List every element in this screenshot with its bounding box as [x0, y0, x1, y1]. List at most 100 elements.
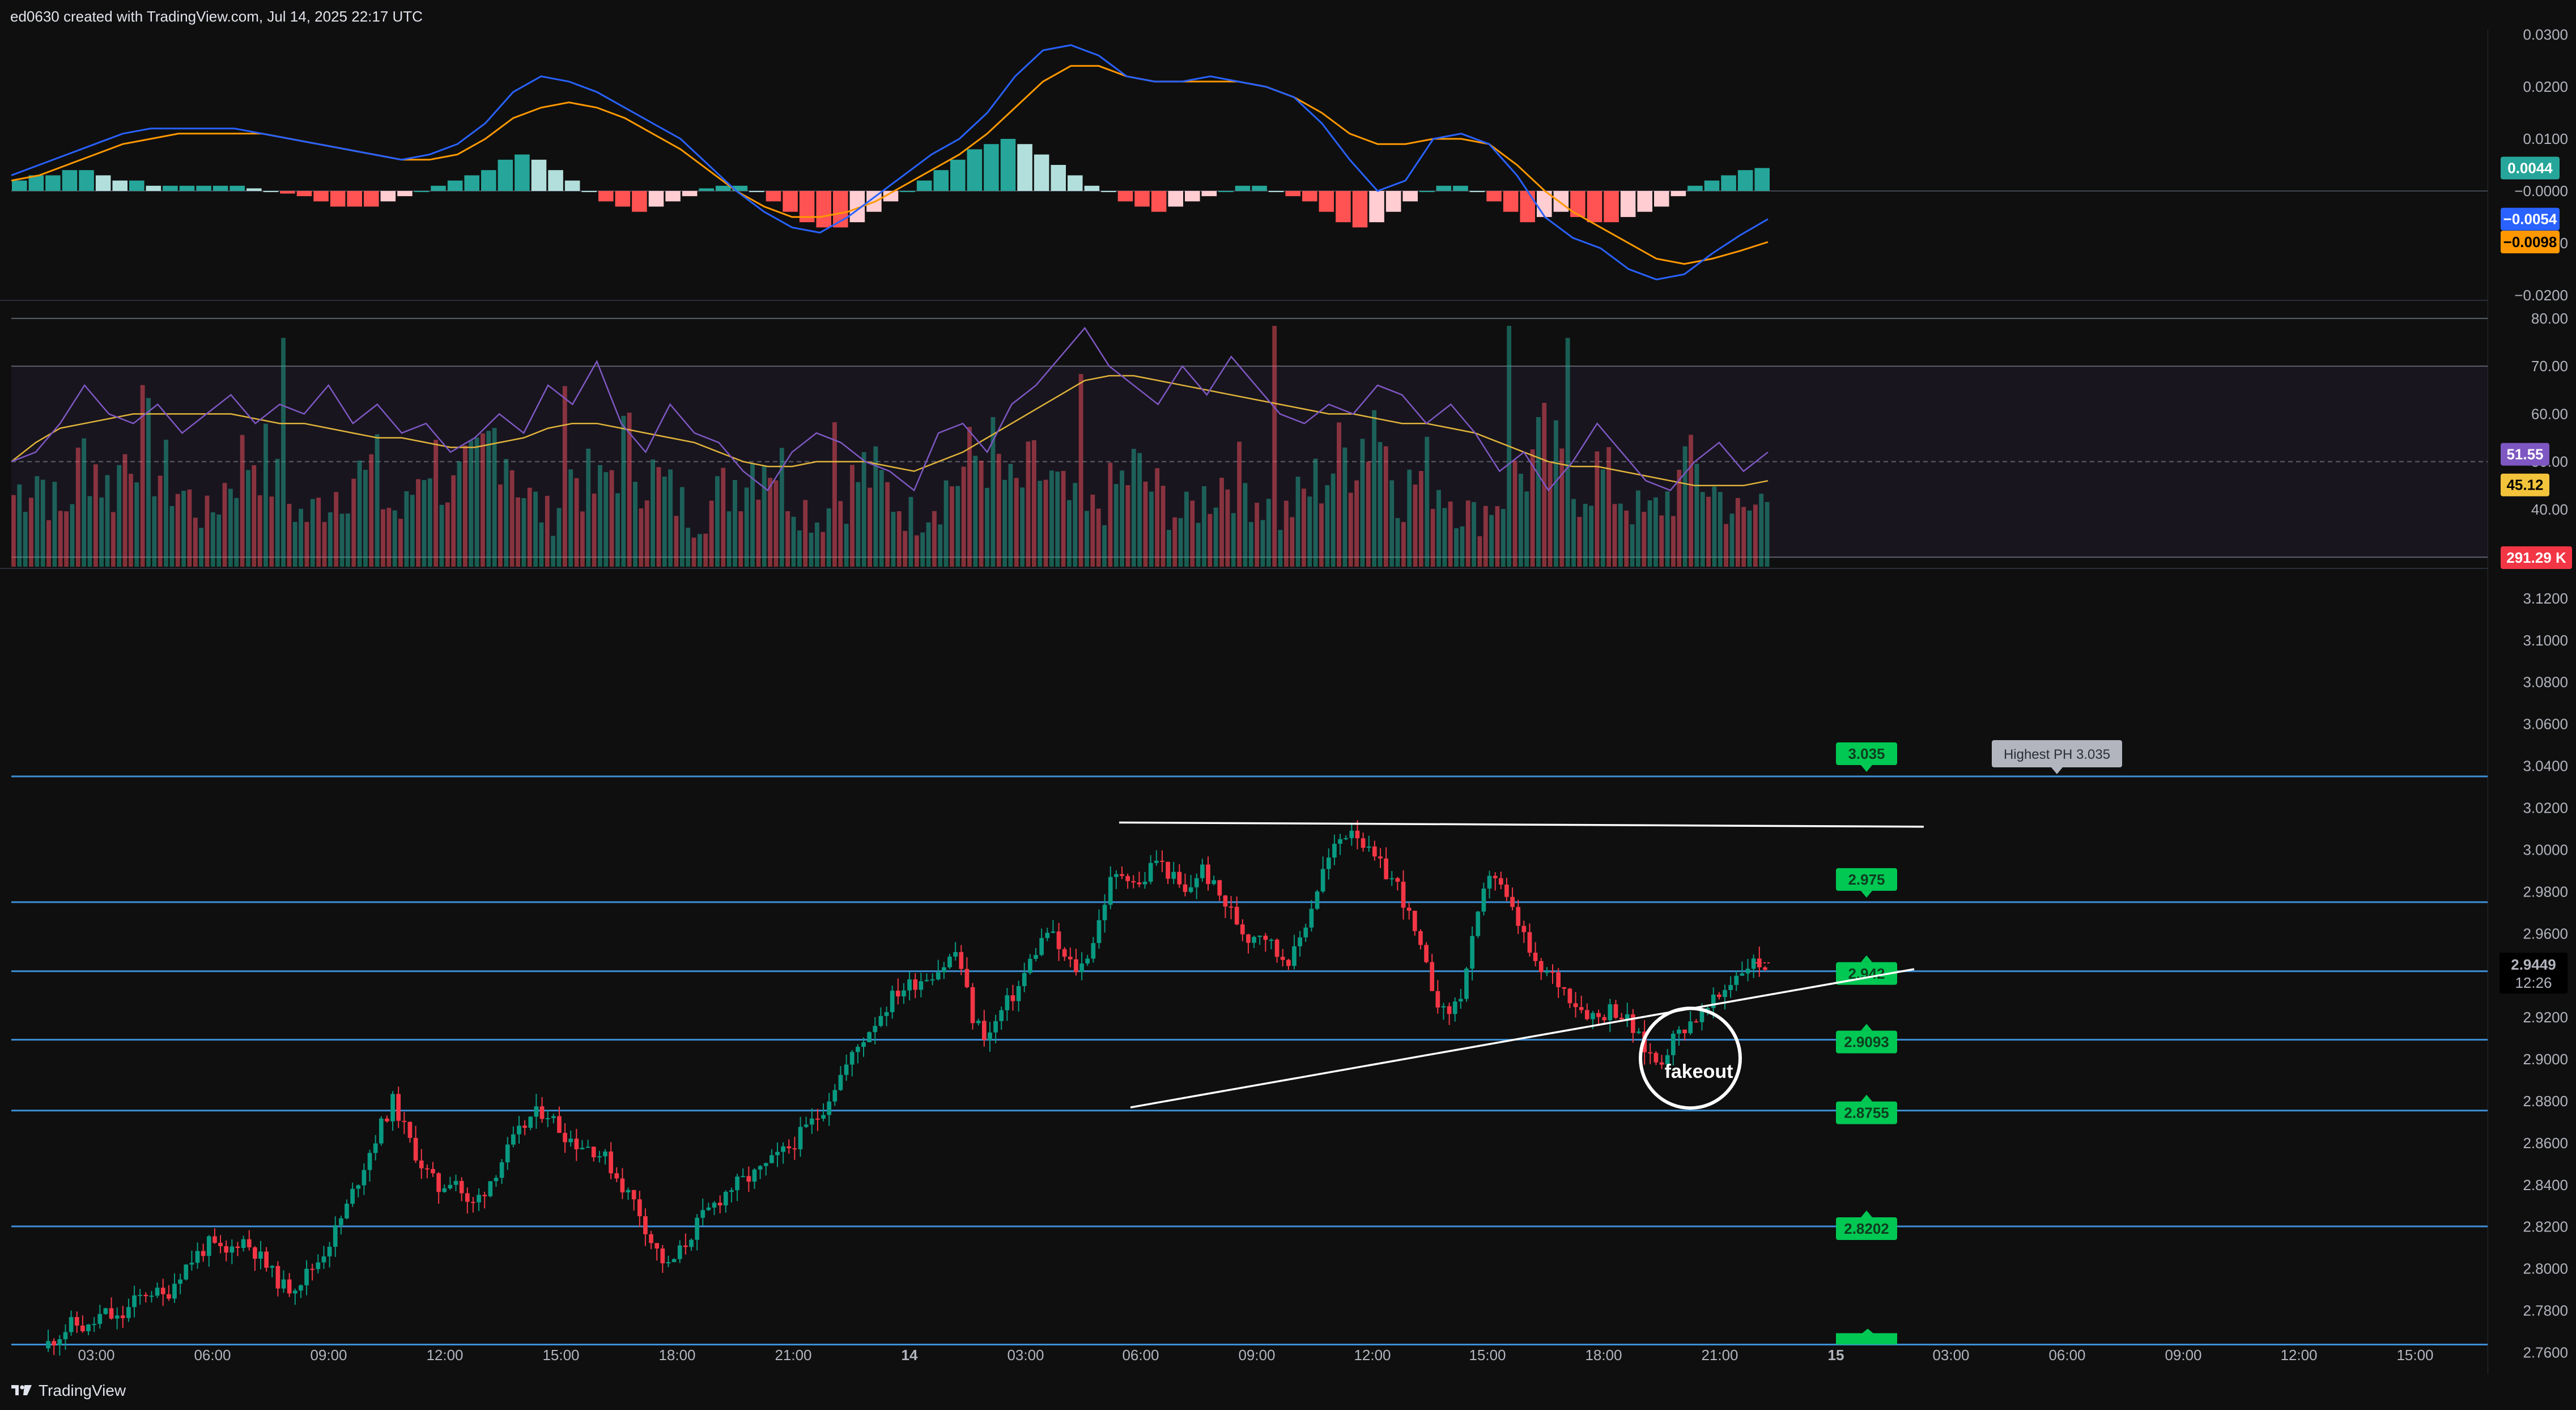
candle[interactable] — [545, 1118, 550, 1119]
volume-bar[interactable] — [392, 510, 397, 567]
volume-bar[interactable] — [1559, 448, 1565, 567]
volume-bar[interactable] — [1682, 446, 1687, 567]
support-trendline[interactable] — [1130, 968, 1915, 1109]
volume-bar[interactable] — [492, 428, 497, 567]
candle[interactable] — [930, 979, 935, 981]
volume-bar[interactable] — [1612, 504, 1617, 567]
candle[interactable] — [1252, 937, 1256, 943]
volume-bar[interactable] — [1196, 523, 1201, 567]
candle[interactable] — [1573, 1003, 1578, 1008]
candle[interactable] — [1194, 878, 1199, 887]
volume-bar[interactable] — [1589, 506, 1593, 567]
volume-bar[interactable] — [146, 398, 151, 567]
volume-bar[interactable] — [1372, 410, 1377, 567]
candle[interactable] — [1670, 1033, 1676, 1055]
macd-histogram-bar[interactable] — [1587, 190, 1602, 223]
volume-bar[interactable] — [1765, 502, 1770, 567]
volume-bar[interactable] — [868, 487, 872, 567]
candle[interactable] — [1016, 986, 1021, 1001]
macd-histogram-bar[interactable] — [296, 190, 312, 197]
volume-bar[interactable] — [175, 494, 180, 567]
candle[interactable] — [362, 1170, 367, 1186]
volume-bar[interactable] — [973, 456, 978, 567]
candle[interactable] — [1579, 1007, 1584, 1010]
candle[interactable] — [1562, 987, 1567, 989]
candle[interactable] — [1309, 908, 1314, 928]
candle[interactable] — [1430, 962, 1435, 991]
candle[interactable] — [413, 1137, 418, 1161]
candle[interactable] — [390, 1094, 395, 1122]
volume-bar[interactable] — [82, 438, 87, 567]
volume-bar[interactable] — [164, 439, 168, 567]
candle[interactable] — [379, 1118, 384, 1144]
volume-bar[interactable] — [1260, 520, 1265, 567]
volume-bar[interactable] — [961, 466, 966, 567]
volume-bar[interactable] — [556, 508, 562, 567]
volume-bar[interactable] — [292, 521, 297, 567]
candle[interactable] — [1389, 878, 1395, 880]
candle[interactable] — [74, 1316, 79, 1326]
macd-histogram-bar[interactable] — [1201, 190, 1217, 197]
volume-bar[interactable] — [427, 478, 432, 567]
volume-bar[interactable] — [1700, 492, 1705, 567]
volume-bar[interactable] — [1729, 513, 1735, 567]
volume-bar[interactable] — [1342, 447, 1347, 567]
volume-bar[interactable] — [562, 386, 567, 567]
tradingview-brand[interactable]: TradingView — [11, 1382, 126, 1400]
candle[interactable] — [534, 1106, 539, 1117]
candle[interactable] — [310, 1268, 315, 1270]
macd-histogram-bar[interactable] — [1704, 180, 1720, 191]
volume-bar[interactable] — [691, 537, 696, 567]
candle[interactable] — [86, 1324, 91, 1332]
candle[interactable] — [993, 1021, 998, 1033]
macd-histogram-bar[interactable] — [1285, 190, 1300, 197]
volume-bar[interactable] — [679, 487, 685, 567]
candle[interactable] — [218, 1242, 223, 1246]
candle[interactable] — [1372, 846, 1377, 857]
candle[interactable] — [1344, 838, 1349, 839]
candle[interactable] — [235, 1246, 240, 1248]
volume-bar[interactable] — [1225, 489, 1230, 567]
volume-bar[interactable] — [257, 495, 262, 567]
candle[interactable] — [580, 1148, 585, 1149]
volume-bar[interactable] — [1448, 501, 1453, 567]
candle[interactable] — [603, 1151, 607, 1157]
macd-histogram-bar[interactable] — [615, 190, 631, 207]
macd-histogram-bar[interactable] — [665, 190, 681, 202]
candle[interactable] — [1648, 1052, 1653, 1054]
candle[interactable] — [304, 1268, 309, 1285]
volume-bar[interactable] — [252, 465, 257, 567]
candle[interactable] — [1418, 931, 1423, 945]
candle[interactable] — [1734, 975, 1739, 985]
volume-bar[interactable] — [814, 523, 819, 567]
macd-histogram-bar[interactable] — [1336, 190, 1351, 223]
candle[interactable] — [1045, 932, 1050, 938]
volume-bar[interactable] — [1583, 503, 1588, 567]
volume-bar[interactable] — [592, 493, 597, 567]
volume-bar[interactable] — [856, 482, 861, 567]
volume-bar[interactable] — [310, 499, 315, 567]
candle[interactable] — [770, 1155, 774, 1163]
volume-bar[interactable] — [662, 476, 667, 567]
candle[interactable] — [1280, 957, 1285, 960]
volume-bar[interactable] — [516, 497, 520, 567]
volume-bar[interactable] — [129, 473, 133, 567]
candle[interactable] — [1039, 938, 1044, 955]
volume-bar[interactable] — [896, 511, 902, 567]
candle[interactable] — [1504, 884, 1509, 897]
candle[interactable] — [637, 1199, 642, 1217]
volume-bar[interactable] — [838, 501, 843, 567]
candle[interactable] — [717, 1203, 722, 1205]
volume-bar[interactable] — [926, 522, 931, 567]
candle[interactable] — [1051, 931, 1056, 933]
volume-bar[interactable] — [914, 535, 919, 567]
candle[interactable] — [861, 1042, 866, 1047]
volume-bar[interactable] — [404, 491, 409, 567]
volume-bar[interactable] — [1530, 449, 1535, 567]
macd-histogram-bar[interactable] — [330, 190, 346, 207]
candle[interactable] — [1378, 856, 1383, 859]
candle[interactable] — [683, 1245, 688, 1247]
macd-histogram-bar[interactable] — [481, 170, 496, 191]
candle[interactable] — [1125, 876, 1130, 881]
volume-bar[interactable] — [809, 532, 814, 567]
